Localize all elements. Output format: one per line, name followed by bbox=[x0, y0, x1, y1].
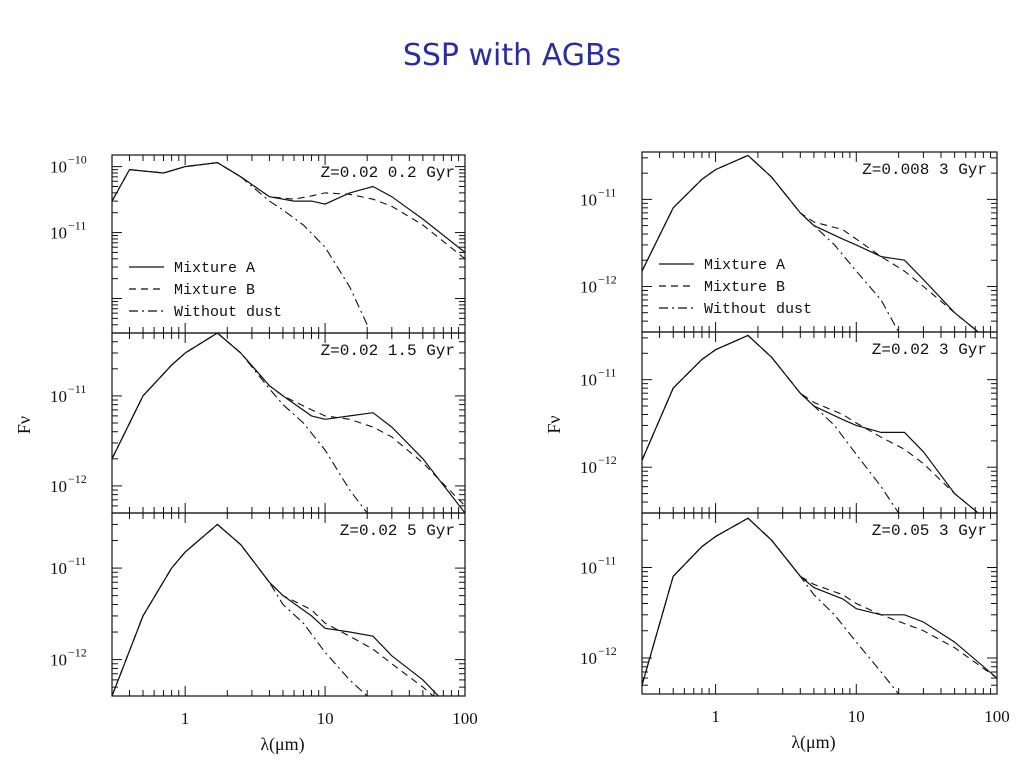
y-tick-label: 10 bbox=[50, 387, 67, 406]
y-tick-label-exponent: −11 bbox=[598, 185, 616, 199]
panel-annotation: Z=0.008 3 Gyr bbox=[862, 161, 987, 179]
panel-annotation: Z=0.02 3 Gyr bbox=[872, 341, 987, 359]
panel-frame bbox=[111, 332, 466, 514]
y-tick-label: 10 bbox=[50, 651, 67, 670]
series-group bbox=[112, 333, 465, 513]
y-axis-label: Fν bbox=[14, 416, 34, 434]
series-group bbox=[112, 161, 465, 326]
series-group bbox=[642, 517, 997, 694]
series-line-without-dust bbox=[112, 333, 368, 513]
y-tick-label-exponent: −12 bbox=[598, 644, 617, 658]
y-tick-label-exponent: −11 bbox=[598, 366, 616, 380]
y-tick-label: 10 bbox=[50, 477, 67, 496]
series-line-mixture-b bbox=[642, 517, 997, 686]
legend-entry: Mixture A bbox=[174, 260, 255, 277]
series-group bbox=[642, 334, 980, 513]
x-axis-label: λ(μm) bbox=[260, 734, 304, 755]
legend-entry: Mixture B bbox=[704, 279, 785, 296]
slide-title: SSP with AGBs bbox=[402, 38, 622, 73]
series-line-without-dust bbox=[642, 517, 900, 694]
y-tick-label-exponent: −11 bbox=[68, 554, 86, 568]
legend-entry: Without dust bbox=[704, 301, 812, 318]
y-axis-label: Fν bbox=[544, 415, 564, 433]
series-line-mixture-a bbox=[112, 333, 465, 513]
legend-entry: Mixture B bbox=[174, 282, 255, 299]
series-line-mixture-b bbox=[642, 154, 980, 332]
y-tick-label: 10 bbox=[580, 458, 597, 477]
y-tick-label: 10 bbox=[580, 371, 597, 390]
panel-annotation: Z=0.02 0.2 Gyr bbox=[321, 164, 455, 182]
x-tick-label: 1 bbox=[711, 707, 720, 726]
panel-frame bbox=[641, 151, 998, 333]
series-line-mixture-a bbox=[642, 517, 997, 686]
series-line-mixture-b bbox=[642, 334, 980, 513]
x-tick-label: 10 bbox=[317, 709, 334, 728]
x-tick-label: 10 bbox=[848, 707, 865, 726]
panel-frame bbox=[641, 512, 998, 695]
series-group bbox=[112, 523, 440, 696]
y-tick-label-exponent: −11 bbox=[68, 382, 86, 396]
y-tick-label-exponent: −12 bbox=[68, 646, 87, 660]
y-tick-label: 10 bbox=[580, 190, 597, 209]
y-tick-label-exponent: −11 bbox=[598, 553, 616, 567]
y-tick-label-exponent: −11 bbox=[68, 219, 86, 233]
y-tick-label: 10 bbox=[50, 158, 67, 177]
series-line-mixture-b bbox=[112, 523, 435, 696]
series-line-mixture-a bbox=[642, 154, 980, 332]
x-axis-label: λ(μm) bbox=[791, 732, 835, 753]
panel-annotation: Z=0.02 5 Gyr bbox=[340, 522, 455, 540]
series-line-mixture-a bbox=[642, 334, 980, 513]
x-tick-label: 1 bbox=[181, 709, 190, 728]
legend-entry: Without dust bbox=[174, 304, 282, 321]
panel-frame bbox=[641, 331, 998, 514]
panel-annotation: Z=0.02 1.5 Gyr bbox=[321, 342, 455, 360]
y-tick-label: 10 bbox=[50, 224, 67, 243]
legend-entry: Mixture A bbox=[704, 257, 785, 274]
y-tick-label: 10 bbox=[580, 649, 597, 668]
y-tick-label-exponent: −12 bbox=[68, 472, 87, 486]
series-line-without-dust bbox=[112, 162, 368, 326]
series-group bbox=[642, 154, 980, 332]
x-tick-label: 100 bbox=[452, 709, 478, 728]
y-tick-label-exponent: −12 bbox=[598, 453, 617, 467]
panel-frame bbox=[111, 512, 466, 697]
y-tick-label-exponent: −10 bbox=[68, 153, 87, 167]
series-line-without-dust bbox=[642, 154, 900, 332]
x-tick-label: 100 bbox=[984, 707, 1010, 726]
y-tick-label: 10 bbox=[50, 559, 67, 578]
series-line-without-dust bbox=[642, 334, 900, 513]
y-tick-label: 10 bbox=[580, 558, 597, 577]
series-line-mixture-a bbox=[112, 523, 440, 696]
panel-annotation: Z=0.05 3 Gyr bbox=[872, 522, 987, 540]
y-tick-label: 10 bbox=[580, 277, 597, 296]
series-line-without-dust bbox=[112, 523, 368, 696]
y-tick-label-exponent: −12 bbox=[598, 272, 617, 286]
